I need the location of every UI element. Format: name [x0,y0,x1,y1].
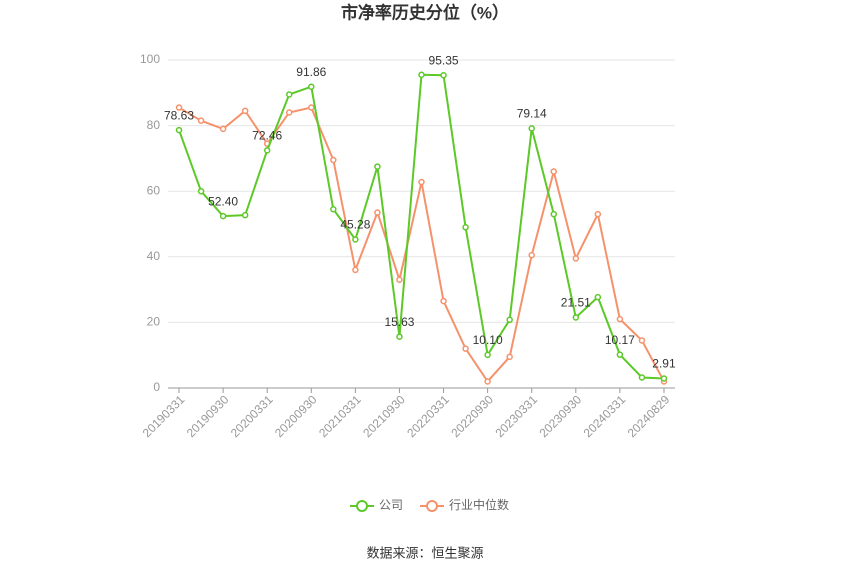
point [550,168,558,175]
point [219,212,227,220]
point [175,104,183,111]
point [506,353,513,361]
point [285,91,293,98]
y-tick-label: 60 [147,183,161,197]
x-tick-label: 20220930 [448,392,496,440]
data-label: 72.46 [252,129,282,143]
point [219,125,227,133]
point [418,178,425,186]
point [550,210,558,218]
x-tick-label: 20190930 [184,392,232,440]
x-tick-label: 20200930 [272,392,320,440]
data-label: 79.14 [517,107,547,121]
data-label: 78.63 [164,108,194,122]
data-label: 52.40 [208,194,238,208]
x-tick-label: 20200331 [228,392,276,440]
y-tick-label: 0 [153,380,160,394]
point [396,333,403,340]
point [396,276,403,284]
point [528,251,535,259]
point [616,351,624,358]
point [440,72,447,79]
data-label: 10.10 [473,333,503,347]
point [660,375,668,382]
point [462,345,469,352]
point [484,351,491,359]
data-label: 95.35 [429,53,459,67]
data-label: 15.63 [384,315,414,329]
point [572,255,580,262]
point [241,211,249,219]
point [528,125,535,132]
x-tick-label: 20210331 [316,392,364,440]
point [484,378,491,385]
point [330,205,337,213]
point [638,374,646,381]
data-label: 10.17 [605,333,635,347]
x-tick-label: 20220331 [404,392,452,440]
point [308,83,315,90]
x-tick-label: 20230930 [537,392,585,440]
point [594,293,602,301]
point [175,126,183,134]
point [440,297,447,305]
legend-marker [426,500,438,512]
x-tick-label: 20240829 [625,392,673,440]
chart-title: 市净率历史分位（%） [341,2,509,22]
point [263,147,271,154]
point [462,224,469,231]
legend-label: 行业中位数 [449,497,509,512]
x-tick-label: 20210930 [360,392,408,440]
data-label: 91.86 [296,65,326,79]
point [241,107,249,115]
point [594,210,602,218]
point [418,71,425,79]
point [352,266,359,274]
point [197,117,205,124]
x-tick-label: 20240331 [581,392,629,440]
legend-marker [356,500,368,512]
point [330,156,337,164]
y-tick-label: 100 [140,52,160,66]
point [506,316,513,324]
point [308,104,315,111]
point [285,109,293,116]
point [197,187,205,195]
y-tick-label: 80 [147,118,161,132]
y-tick-label: 20 [147,315,161,329]
point [638,337,646,344]
x-tick-label: 20230331 [492,392,540,440]
point [572,314,580,321]
point [374,209,381,216]
series-line [178,106,665,384]
y-tick-label: 40 [147,249,161,263]
data-label: 21.51 [561,296,591,310]
point [616,315,624,323]
point [374,163,381,170]
data-label: 45.28 [340,218,370,232]
legend-label: 公司 [379,498,403,512]
data-label: 2.91 [652,357,676,371]
x-tick-label: 20190331 [140,392,188,440]
point [352,236,359,243]
source: 数据来源：恒生聚源 [366,545,483,560]
